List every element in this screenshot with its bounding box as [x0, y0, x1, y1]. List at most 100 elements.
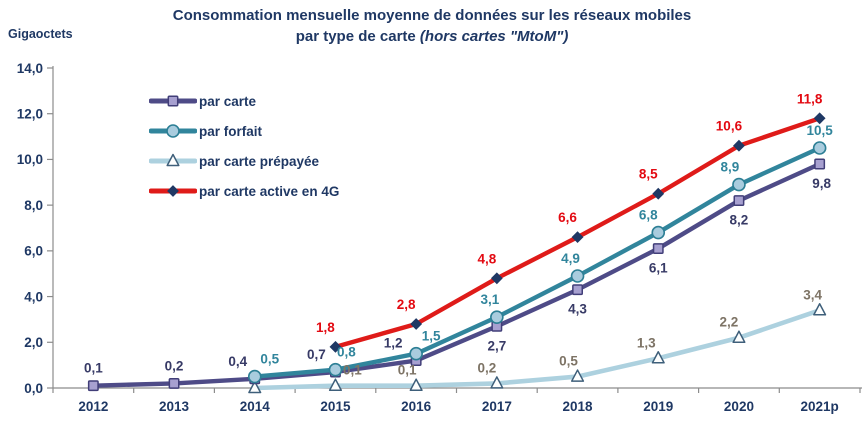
- chart-title: Consommation mensuelle moyenne de donnée…: [0, 5, 864, 47]
- chart-title-line2-italic: (hors cartes "MtoM"): [419, 28, 569, 45]
- y-axis-unit-label: Gigaoctets: [8, 27, 73, 41]
- chart-title-line2-regular: par type de carte: [295, 28, 420, 45]
- data-label: 3,4: [803, 287, 822, 302]
- data-label: 0,1: [398, 363, 417, 378]
- triangle-marker-icon: [248, 380, 262, 394]
- data-label: 0,4: [228, 354, 247, 369]
- y-tick-label: 12,0: [17, 107, 43, 122]
- diamond-marker-icon: [733, 139, 745, 152]
- y-tick-label: 6,0: [24, 244, 43, 259]
- y-tick-label: 10,0: [17, 152, 43, 167]
- legend-label: par carte prépayée: [199, 153, 320, 169]
- square-marker-icon: [572, 284, 583, 296]
- square-marker-icon: [168, 377, 180, 389]
- data-label: 1,8: [316, 320, 335, 335]
- series-line-circle: [252, 145, 822, 379]
- x-tick-label: 2012: [78, 399, 108, 414]
- triangle-marker-icon: [328, 378, 342, 391]
- data-label: 1,2: [384, 336, 403, 351]
- circle-marker-icon: [166, 124, 180, 138]
- legend-label: par forfait: [199, 123, 263, 139]
- series-line-square: [91, 161, 822, 388]
- data-label: 6,8: [639, 208, 658, 223]
- y-tick-label: 0,0: [24, 381, 43, 396]
- diamond-marker-icon: [167, 185, 179, 197]
- circle-marker-legend-swatch: [149, 124, 197, 138]
- data-label: 4,3: [568, 302, 587, 317]
- y-tick-label: 8,0: [24, 198, 43, 213]
- data-label: 0,7: [307, 347, 326, 362]
- data-label: 3,1: [480, 292, 499, 307]
- data-label: 6,1: [649, 261, 668, 276]
- square-marker-icon: [167, 95, 179, 107]
- data-label: 6,6: [558, 210, 577, 225]
- data-label: 0,1: [84, 361, 103, 376]
- square-marker-legend-swatch: [149, 95, 197, 107]
- x-tick-label: 2017: [482, 399, 512, 414]
- legend-label: par carte active en 4G: [199, 183, 340, 199]
- data-label: 0,5: [260, 352, 279, 367]
- circle-marker-icon: [651, 225, 666, 240]
- x-tick-label: 2013: [159, 399, 190, 414]
- data-label: 4,8: [477, 251, 496, 266]
- data-label: 1,3: [637, 335, 656, 350]
- data-label: 2,2: [720, 315, 739, 330]
- triangle-marker-icon: [732, 330, 746, 343]
- square-marker-icon: [87, 380, 99, 392]
- data-label: 8,2: [730, 213, 749, 228]
- chart-title-line1: Consommation mensuelle moyenne de donnée…: [172, 7, 692, 24]
- triangle-marker-icon: [409, 378, 423, 391]
- diamond-marker-icon: [652, 187, 665, 200]
- chart-legend: par carte par forfait par carte prépayée…: [149, 90, 339, 202]
- triangle-marker-icon: [651, 351, 665, 364]
- triangle-marker-icon: [571, 369, 585, 382]
- data-label: 0,8: [337, 345, 356, 360]
- data-label: 10,6: [716, 119, 743, 134]
- series-line-triangle: [252, 307, 822, 391]
- triangle-marker-icon: [813, 303, 827, 316]
- data-label: 8,5: [639, 167, 658, 182]
- legend-label: par carte: [199, 93, 257, 109]
- triangle-marker-legend-swatch: [149, 153, 197, 167]
- diamond-marker-icon: [813, 112, 826, 125]
- data-label: 9,8: [812, 176, 831, 191]
- diamond-marker-icon: [571, 231, 584, 244]
- data-label: 2,7: [487, 338, 506, 353]
- x-tick-label: 2020: [724, 399, 754, 414]
- x-tick-label: 2018: [563, 399, 594, 414]
- circle-marker-icon: [490, 310, 504, 324]
- diamond-marker-icon: [490, 272, 503, 285]
- x-tick-label: 2016: [401, 399, 432, 414]
- x-tick-label: 2014: [240, 399, 271, 414]
- y-tick-label: 2,0: [24, 335, 43, 350]
- data-label: 0,2: [165, 358, 184, 373]
- circle-marker-icon: [812, 141, 827, 155]
- legend-item-par-carte: par carte: [149, 90, 339, 112]
- data-label: 0,2: [477, 360, 496, 375]
- x-tick-label: 2015: [320, 399, 351, 414]
- circle-marker-icon: [732, 177, 746, 192]
- triangle-marker-icon: [166, 153, 180, 167]
- x-tick-label: 2019: [643, 399, 673, 414]
- square-marker-icon: [733, 195, 745, 207]
- data-label: 0,1: [343, 363, 362, 378]
- square-marker-icon: [652, 243, 664, 255]
- data-label: 1,5: [422, 329, 441, 344]
- legend-item-par-carte-active-4g: par carte active en 4G: [149, 180, 339, 202]
- data-label: 10,5: [807, 123, 834, 138]
- diamond-marker-icon: [410, 318, 423, 330]
- data-label: 4,9: [561, 251, 580, 266]
- y-tick-label: 14,0: [17, 61, 43, 76]
- circle-marker-icon: [247, 369, 262, 384]
- data-label: 8,9: [721, 160, 740, 175]
- x-tick-label: 2021p: [801, 399, 839, 414]
- diamond-marker-legend-swatch: [149, 185, 197, 197]
- legend-item-par-carte-prepayee: par carte prépayée: [149, 150, 339, 172]
- triangle-marker-icon: [490, 376, 504, 389]
- diamond-marker-icon: [329, 340, 342, 353]
- data-label: 2,8: [397, 297, 416, 312]
- circle-marker-icon: [409, 346, 423, 361]
- square-marker-icon: [814, 158, 826, 170]
